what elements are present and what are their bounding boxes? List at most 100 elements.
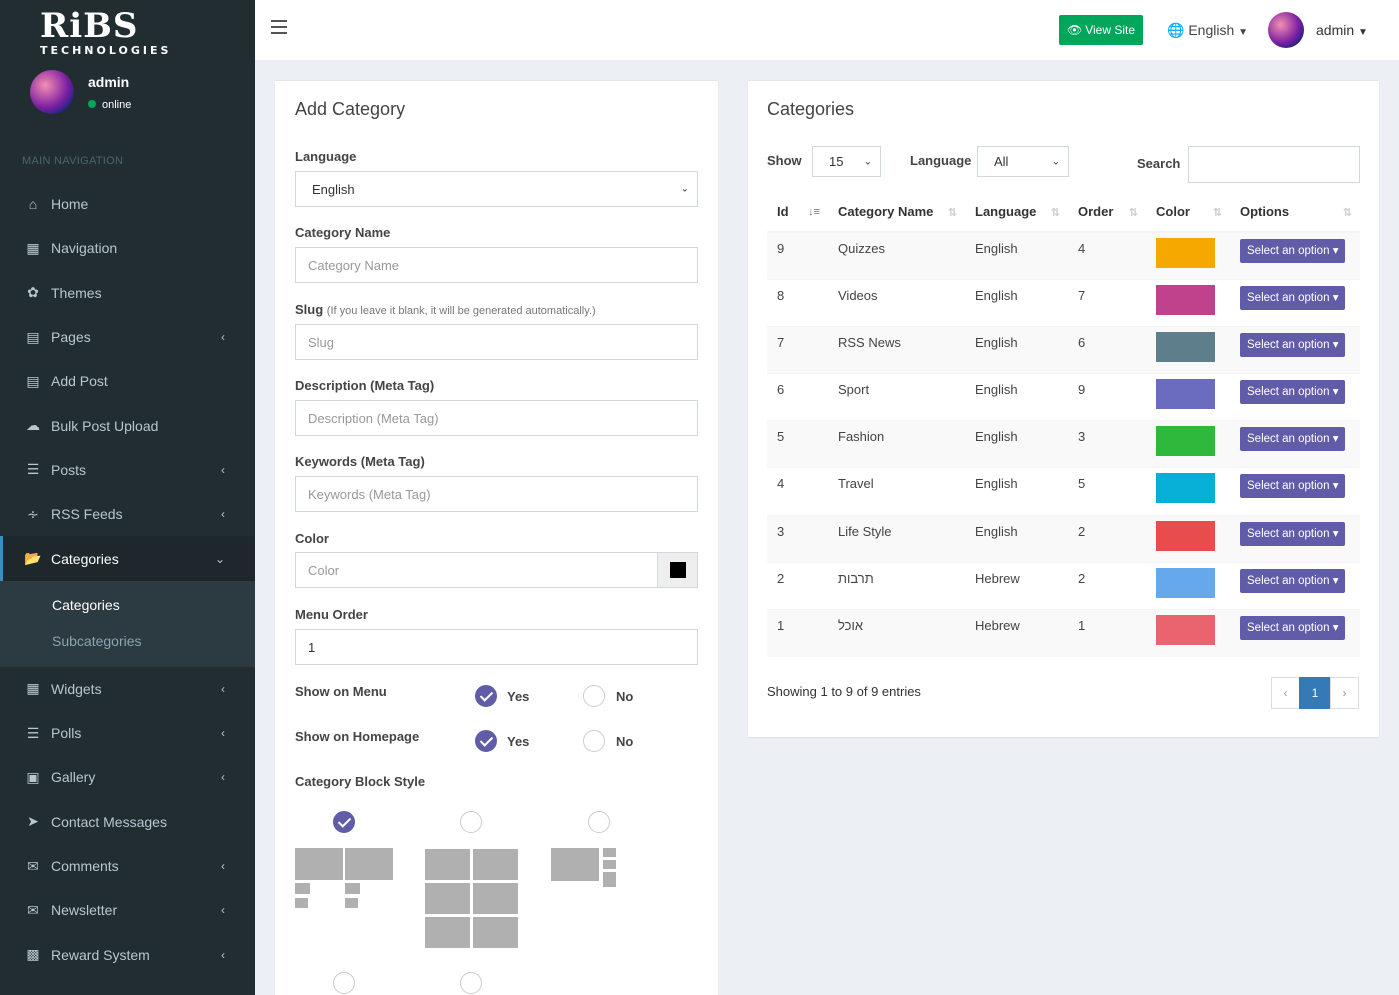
sidebar-item-reward-system[interactable]: ▩ Reward System ‹ [0, 932, 255, 976]
sidebar-item-posts[interactable]: ☰ Posts ‹ [0, 448, 255, 492]
language-filter-select[interactable]: All ⌄ [977, 146, 1069, 177]
color-input[interactable]: Color [295, 552, 658, 588]
column-label: Category Name [838, 204, 934, 219]
submenu-item-subcategories[interactable]: Subcategories [52, 632, 142, 649]
block-style-2-radio[interactable] [460, 811, 482, 833]
menu-order-input[interactable]: 1 [295, 629, 698, 665]
block-style-1-radio[interactable] [333, 811, 355, 833]
sidebar-item-newsletter[interactable]: ✉ Newsletter ‹ [0, 888, 255, 932]
chevron-left-icon: ‹ [221, 947, 225, 962]
column-header-options[interactable]: Options ⇅ [1230, 192, 1360, 233]
sidebar-item-themes[interactable]: ✿ Themes [0, 271, 255, 315]
color-swatch [1156, 520, 1215, 551]
sidebar-item-polls[interactable]: ☰ Polls ‹ [0, 711, 255, 755]
options-dropdown-button[interactable]: Select an option ▾ [1240, 568, 1346, 593]
sidebar-item-bulk-post-upload[interactable]: ☁ Bulk Post Upload [0, 403, 255, 447]
sidebar-item-rss-feeds[interactable]: ∻ RSS Feeds ‹ [0, 492, 255, 536]
user-status: online [88, 99, 131, 111]
show-on-homepage-no-label: No [616, 734, 634, 749]
sidebar-item-add-post[interactable]: ▤ Add Post [0, 359, 255, 403]
caret-down-icon: ▾ [1332, 527, 1339, 540]
category-name-input[interactable]: Category Name [295, 247, 698, 283]
language-select-value: English [312, 181, 355, 197]
sidebar-item-home[interactable]: ⌂ Home [0, 182, 255, 226]
hamburger-menu-icon[interactable] [271, 20, 287, 34]
sidebar-item-categories[interactable]: 📂 Categories ⌄ [0, 536, 255, 581]
chevron-left-icon: ‹ [221, 903, 225, 918]
slug-input[interactable]: Slug [295, 324, 698, 360]
topbar-avatar[interactable] [1268, 12, 1304, 48]
file-icon: ▤ [26, 372, 40, 389]
cloud-upload-icon: ☁ [26, 417, 40, 434]
nav-header: MAIN NAVIGATION [22, 155, 124, 167]
options-dropdown-button[interactable]: Select an option ▾ [1240, 332, 1346, 357]
block-style-3-preview[interactable] [551, 848, 617, 888]
table-header-row: Id ↓≡ Category Name ⇅ Language ⇅ Order ⇅ Col… [767, 192, 1360, 233]
sidebar-item-contact-messages[interactable]: ➤ Contact Messages [0, 800, 255, 844]
search-input[interactable] [1188, 146, 1360, 183]
show-on-menu-no-radio[interactable] [583, 685, 605, 707]
pagination-next[interactable]: › [1330, 677, 1359, 709]
sidebar-item-label: Home [51, 196, 89, 213]
column-header-category-name[interactable]: Category Name ⇅ [828, 192, 965, 233]
pagination-prev[interactable]: ‹ [1271, 677, 1300, 709]
options-dropdown-button[interactable]: Select an option ▾ [1240, 285, 1346, 310]
show-entries-select[interactable]: 15 ⌄ [812, 146, 881, 177]
options-label: Select an option [1247, 622, 1330, 634]
sidebar-item-widgets[interactable]: ▦ Widgets ‹ [0, 667, 255, 711]
block-style-2-preview[interactable] [425, 849, 518, 949]
color-label: Color [295, 531, 329, 546]
cell-color [1146, 420, 1230, 468]
language-dropdown[interactable]: 🌐 English ▼ [1167, 22, 1248, 39]
options-label: Select an option [1247, 386, 1330, 399]
options-dropdown-button[interactable]: Select an option ▾ [1240, 427, 1346, 452]
sidebar-item-label: Add Post [51, 373, 108, 390]
description-input[interactable]: Description (Meta Tag) [295, 400, 698, 436]
sidebar-item-comments[interactable]: ✉ Comments ‹ [0, 844, 255, 888]
cell-options: Select an option ▾ [1230, 514, 1360, 563]
show-on-homepage-yes-radio[interactable] [475, 730, 497, 752]
sidebar-item-pages[interactable]: ▤ Pages ‹ [0, 315, 255, 359]
column-header-language[interactable]: Language ⇅ [965, 192, 1068, 233]
pagination-page-1[interactable]: 1 [1299, 677, 1331, 709]
language-select[interactable]: English ⌄ [295, 171, 698, 207]
cell-options: Select an option ▾ [1230, 561, 1360, 610]
cell-id: 5 [767, 420, 828, 468]
block-style-3-radio[interactable] [588, 811, 610, 833]
block-style-1-preview[interactable] [295, 848, 393, 910]
color-picker-button[interactable] [657, 552, 698, 588]
table-row: 5 Fashion English 3 Select an option ▾ [767, 420, 1360, 468]
column-header-color[interactable]: Color ⇅ [1146, 192, 1230, 233]
block-style-5-radio[interactable] [460, 972, 482, 994]
submenu-item-categories[interactable]: Categories [52, 596, 120, 613]
show-on-menu-yes-radio[interactable] [475, 685, 497, 707]
cell-id: 1 [767, 608, 828, 657]
cell-options: Select an option ▾ [1230, 325, 1360, 374]
user-menu[interactable]: admin ▼ [1316, 22, 1368, 38]
keywords-label: Keywords (Meta Tag) [295, 454, 425, 469]
show-on-homepage-no-radio[interactable] [583, 730, 605, 752]
caret-down-icon: ▾ [1332, 338, 1339, 351]
sidebar-item-navigation[interactable]: ▦ Navigation [0, 226, 255, 270]
view-site-button[interactable]: 👁 View Site [1059, 15, 1143, 45]
brand-logo[interactable]: RiBS TECHNOLOGIES [0, 0, 255, 62]
chevron-down-icon: ⌄ [680, 183, 689, 195]
cell-language: English [965, 373, 1068, 421]
language-filter-value: All [994, 154, 1009, 169]
sort-icon: ⇅ [1212, 207, 1222, 219]
keywords-input[interactable]: Keywords (Meta Tag) [295, 476, 698, 512]
options-dropdown-button[interactable]: Select an option ▾ [1240, 239, 1346, 263]
column-header-id[interactable]: Id ↓≡ [767, 192, 828, 233]
sidebar-item-gallery[interactable]: ▣ Gallery ‹ [0, 755, 255, 799]
options-dropdown-button[interactable]: Select an option ▾ [1240, 380, 1346, 405]
cell-order: 2 [1068, 561, 1146, 610]
block-style-4-radio[interactable] [333, 972, 355, 994]
chevron-down-icon: ⌄ [1051, 156, 1060, 167]
cell-name: Quizzes [828, 231, 965, 280]
column-header-order[interactable]: Order ⇅ [1068, 192, 1146, 233]
options-dropdown-button[interactable]: Select an option ▾ [1240, 474, 1346, 499]
column-label: Language [975, 204, 1037, 219]
options-dropdown-button[interactable]: Select an option ▾ [1240, 616, 1346, 640]
options-dropdown-button[interactable]: Select an option ▾ [1240, 521, 1346, 546]
leaf-icon: ✿ [27, 284, 39, 301]
